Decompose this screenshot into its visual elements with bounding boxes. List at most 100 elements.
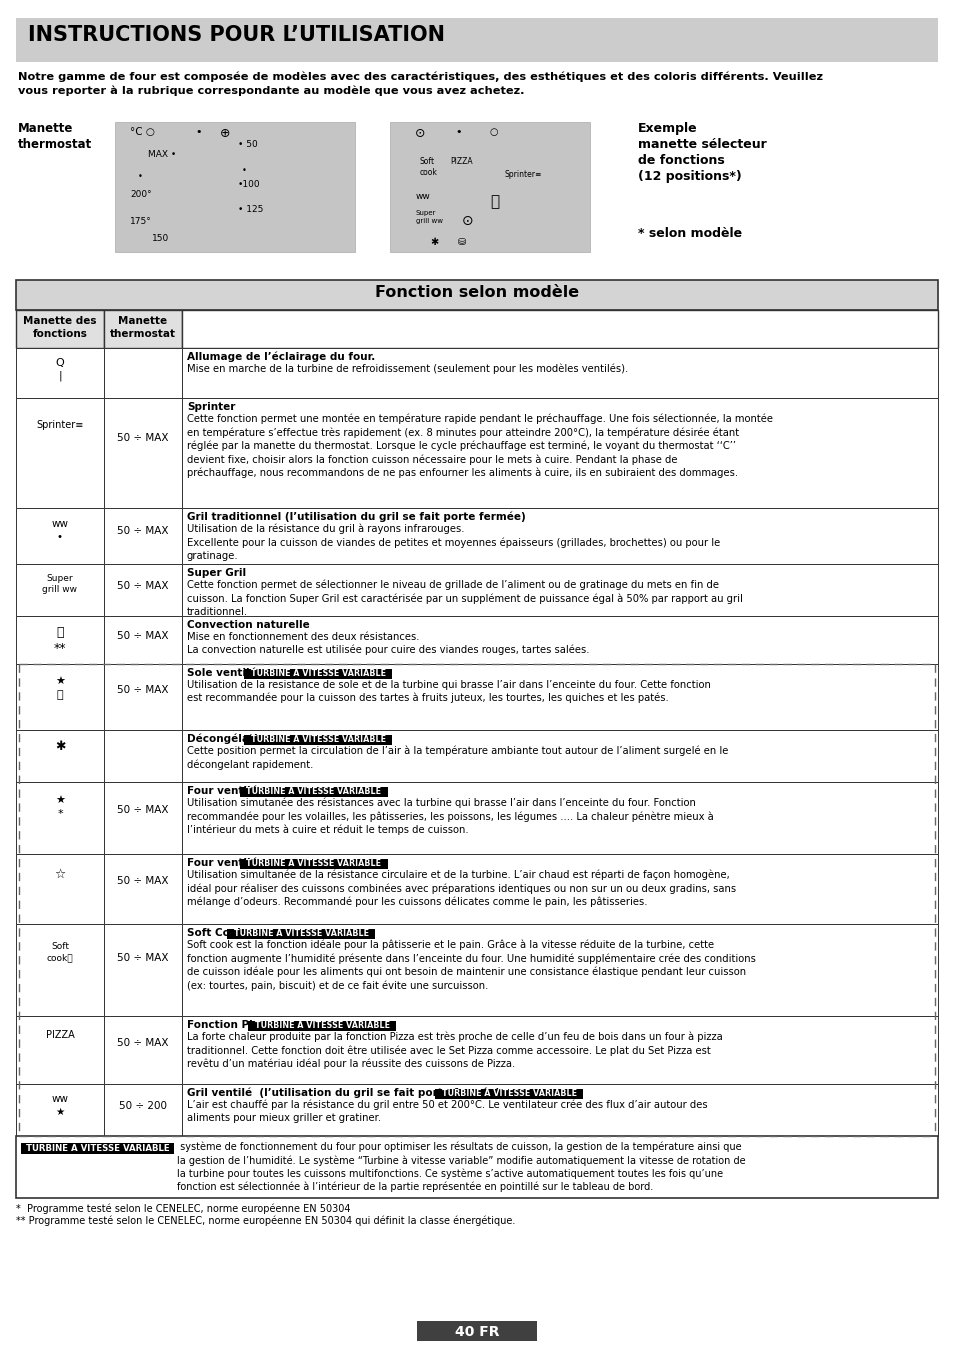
Text: Cette position permet la circulation de l’air à la température ambiante tout aut: Cette position permet la circulation de …: [187, 746, 727, 770]
Text: • 125: • 125: [237, 205, 263, 213]
Bar: [16, 309, 104, 349]
Bar: [182, 399, 937, 508]
Bar: [182, 1084, 937, 1136]
Bar: [104, 349, 182, 399]
Text: 50 ÷ MAX: 50 ÷ MAX: [117, 1038, 169, 1048]
Text: TURBINE A VITESSE VARIABLE: TURBINE A VITESSE VARIABLE: [246, 859, 381, 867]
Text: TURBINE A VITESSE VARIABLE: TURBINE A VITESSE VARIABLE: [251, 669, 385, 678]
Text: •: •: [242, 166, 247, 176]
Bar: [182, 854, 937, 924]
Bar: [16, 563, 104, 616]
Text: TURBINE A VITESSE VARIABLE: TURBINE A VITESSE VARIABLE: [254, 1021, 390, 1029]
Text: ✱: ✱: [430, 236, 437, 247]
Text: Utilisation de la résistance du gril à rayons infrarouges.
Excellente pour la cu: Utilisation de la résistance du gril à r…: [187, 524, 720, 561]
Text: •: •: [194, 127, 201, 136]
Text: Q
|: Q |: [55, 358, 64, 381]
Bar: [104, 854, 182, 924]
Text: TURBINE A VITESSE VARIABLE: TURBINE A VITESSE VARIABLE: [251, 735, 385, 744]
Text: système de fonctionnement du four pour optimiser les résultats de cuisson, la ge: système de fonctionnement du four pour o…: [177, 1142, 745, 1192]
Text: 50 ÷ MAX: 50 ÷ MAX: [117, 685, 169, 696]
Bar: [240, 786, 388, 797]
Text: ⊕: ⊕: [220, 127, 231, 141]
Bar: [16, 280, 937, 309]
Bar: [104, 309, 182, 349]
Text: Fonction selon modèle: Fonction selon modèle: [375, 285, 578, 300]
Bar: [16, 18, 937, 62]
Text: • 50: • 50: [237, 141, 257, 149]
Text: Allumage de l’éclairage du four.: Allumage de l’éclairage du four.: [187, 353, 375, 362]
Text: 150: 150: [152, 234, 169, 243]
Bar: [16, 508, 104, 563]
Bar: [182, 730, 937, 782]
Text: 40 FR: 40 FR: [455, 1325, 498, 1339]
Text: 200°: 200°: [130, 190, 152, 199]
Text: Soft Cook: Soft Cook: [187, 928, 244, 938]
Text: 50 ÷ MAX: 50 ÷ MAX: [117, 631, 169, 642]
Bar: [182, 563, 937, 616]
Bar: [16, 616, 104, 663]
Text: Exemple
manette sélecteur
de fonctions
(12 positions*): Exemple manette sélecteur de fonctions (…: [638, 122, 766, 182]
Bar: [104, 508, 182, 563]
Bar: [16, 1136, 937, 1198]
Text: Fonction Pizza: Fonction Pizza: [187, 1020, 272, 1029]
Text: ⌢: ⌢: [490, 195, 498, 209]
Bar: [182, 782, 937, 854]
Bar: [16, 854, 104, 924]
Text: 175°: 175°: [130, 218, 152, 226]
Text: TURBINE A VITESSE VARIABLE: TURBINE A VITESSE VARIABLE: [441, 1089, 577, 1098]
Text: ★
⌢: ★ ⌢: [55, 677, 65, 700]
Text: MAX •: MAX •: [148, 150, 176, 159]
Text: •: •: [455, 127, 461, 136]
Text: Sole ventilée: Sole ventilée: [187, 667, 264, 678]
Bar: [16, 782, 104, 854]
Bar: [104, 782, 182, 854]
Text: Utilisation simutanée des résistances avec la turbine qui brasse l’air dans l’en: Utilisation simutanée des résistances av…: [187, 798, 713, 835]
Text: Gril ventilé  (l’utilisation du gril se fait porte fermée): Gril ventilé (l’utilisation du gril se f…: [187, 1088, 499, 1098]
Text: 50 ÷ 200: 50 ÷ 200: [119, 1101, 167, 1111]
Text: ⊙: ⊙: [415, 127, 425, 141]
Text: Mise en fonctionnement des deux résistances.
La convection naturelle est utilisé: Mise en fonctionnement des deux résistan…: [187, 632, 589, 655]
Text: 50 ÷ MAX: 50 ÷ MAX: [117, 526, 169, 536]
Bar: [104, 563, 182, 616]
Text: Super
grill ww: Super grill ww: [416, 209, 442, 223]
Bar: [16, 1016, 104, 1084]
Text: ⊙: ⊙: [461, 213, 473, 228]
Bar: [16, 1084, 104, 1136]
Text: ** Programme testé selon le CENELEC, norme européenne EN 50304 qui définit la cl: ** Programme testé selon le CENELEC, nor…: [16, 1216, 515, 1227]
Text: Sprinter: Sprinter: [187, 403, 235, 412]
Text: 50 ÷ MAX: 50 ÷ MAX: [117, 581, 169, 590]
Bar: [244, 669, 392, 680]
Bar: [21, 1143, 173, 1154]
Text: Gril traditionnel (l’utilisation du gril se fait porte fermée): Gril traditionnel (l’utilisation du gril…: [187, 512, 525, 523]
Bar: [16, 730, 104, 782]
Text: Convection naturelle: Convection naturelle: [187, 620, 310, 630]
Bar: [104, 616, 182, 663]
Text: Sprinter≡: Sprinter≡: [36, 420, 84, 430]
Text: Notre gamme de four est composée de modèles avec des caractéristiques, des esthé: Notre gamme de four est composée de modè…: [18, 72, 822, 96]
Bar: [104, 924, 182, 1016]
Text: ww: ww: [416, 192, 431, 201]
Text: 50 ÷ MAX: 50 ÷ MAX: [117, 954, 169, 963]
Text: ww
•: ww •: [51, 519, 69, 542]
Bar: [104, 1016, 182, 1084]
Bar: [182, 1016, 937, 1084]
Text: TURBINE A VITESSE VARIABLE: TURBINE A VITESSE VARIABLE: [233, 929, 369, 938]
Text: PIZZA: PIZZA: [46, 1029, 74, 1040]
Text: •100: •100: [237, 180, 260, 189]
Text: TURBINE A VITESSE VARIABLE: TURBINE A VITESSE VARIABLE: [246, 788, 381, 796]
Text: * selon modèle: * selon modèle: [638, 227, 741, 240]
Text: ☆: ☆: [54, 867, 66, 881]
Text: TURBINE A VITESSE VARIABLE: TURBINE A VITESSE VARIABLE: [26, 1144, 169, 1152]
Text: °C ○: °C ○: [130, 127, 154, 136]
Bar: [16, 349, 104, 399]
Bar: [115, 122, 355, 253]
Text: Four ventilé: Four ventilé: [187, 786, 257, 796]
Bar: [16, 399, 104, 508]
Bar: [182, 349, 937, 399]
Text: La forte chaleur produite par la fonction Pizza est très proche de celle d’un fe: La forte chaleur produite par la fonctio…: [187, 1032, 722, 1070]
Text: 50 ÷ MAX: 50 ÷ MAX: [117, 805, 169, 815]
Text: •: •: [138, 172, 143, 181]
Text: ⛁: ⛁: [457, 236, 466, 247]
Text: ⌢
**: ⌢ **: [53, 626, 66, 655]
Text: Manette des
fonctions: Manette des fonctions: [23, 316, 96, 339]
